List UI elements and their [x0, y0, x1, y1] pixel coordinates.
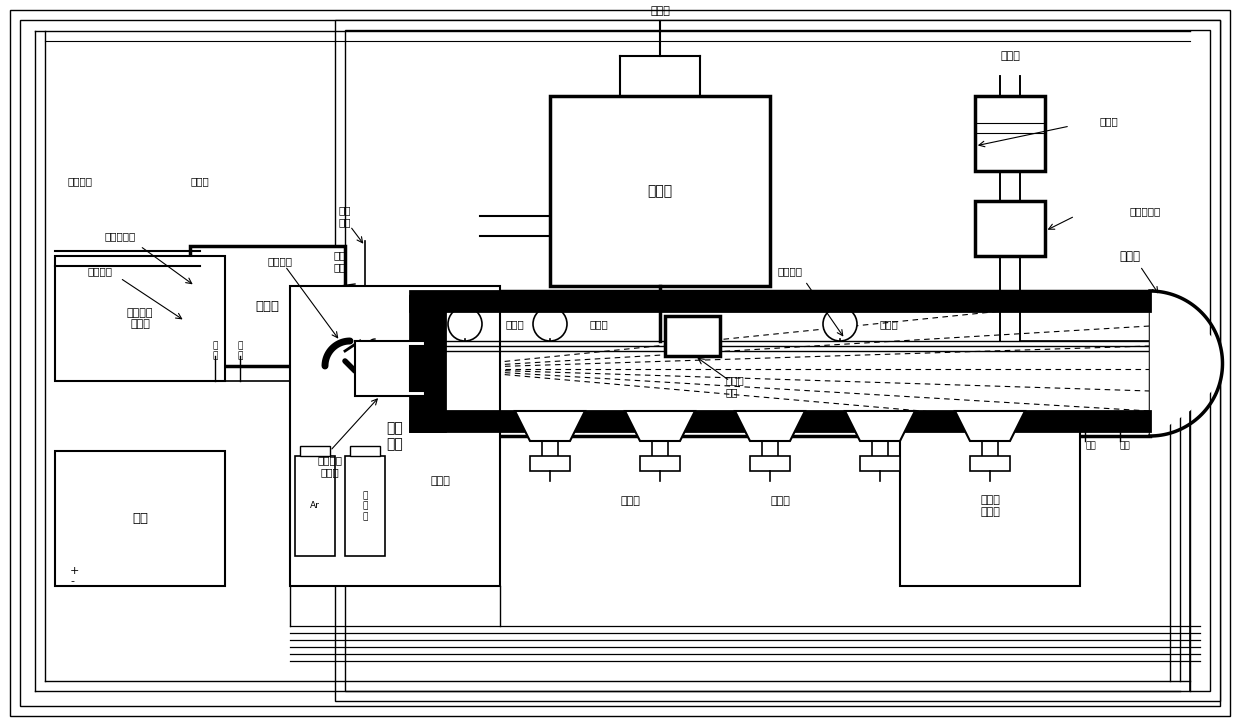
Bar — [410, 296, 445, 431]
Bar — [290, 286, 500, 586]
Text: 温度表: 温度表 — [590, 319, 609, 329]
Text: 负极电缆: 负极电缆 — [88, 266, 113, 276]
Text: 冷却水管: 冷却水管 — [777, 266, 802, 276]
Text: 排气闸板阀: 排气闸板阀 — [1130, 206, 1161, 216]
Text: 水电缆: 水电缆 — [191, 176, 210, 186]
Text: 电源: 电源 — [131, 512, 148, 525]
Text: 排气口: 排气口 — [1001, 51, 1021, 61]
Text: 抽气闸
板阀: 抽气闸 板阀 — [725, 375, 744, 397]
Circle shape — [448, 307, 482, 341]
Text: 正极电缆: 正极电缆 — [67, 176, 93, 186]
Text: 送粉
接头: 送粉 接头 — [339, 205, 351, 227]
Bar — [410, 291, 1149, 311]
Polygon shape — [735, 411, 805, 441]
Text: 制粉釜: 制粉釜 — [1120, 250, 1141, 263]
Text: 制粉釜
制冷机: 制粉釜 制冷机 — [980, 495, 999, 517]
Text: 抽气口: 抽气口 — [650, 6, 670, 16]
Bar — [410, 411, 1149, 431]
Polygon shape — [955, 411, 1025, 441]
Bar — [975, 201, 1045, 256]
Bar — [350, 446, 379, 456]
Text: 卸粉槽: 卸粉槽 — [620, 496, 640, 506]
Text: 出
水: 出 水 — [237, 341, 243, 361]
Bar — [345, 456, 384, 556]
Polygon shape — [515, 411, 585, 441]
Text: 次
级
气: 次 级 气 — [362, 491, 368, 521]
Bar — [900, 426, 1080, 586]
Text: 送粉软管: 送粉软管 — [268, 256, 293, 266]
Bar — [750, 456, 790, 471]
Text: 控制
总成: 控制 总成 — [387, 421, 403, 451]
Text: 工作
气体: 工作 气体 — [334, 250, 346, 272]
Text: 水电转接头: 水电转接头 — [104, 231, 135, 241]
Polygon shape — [844, 411, 915, 441]
Bar — [551, 96, 770, 286]
Text: +: + — [69, 566, 79, 576]
Text: 出水: 出水 — [1120, 441, 1131, 451]
Bar — [975, 96, 1045, 171]
Text: 卸粉阀: 卸粉阀 — [770, 496, 790, 506]
Bar — [55, 451, 224, 586]
Bar — [970, 456, 1011, 471]
Bar — [861, 456, 900, 471]
Text: 等离子炬
制冷机: 等离子炬 制冷机 — [126, 308, 154, 330]
Bar — [345, 30, 1210, 691]
Bar — [55, 256, 224, 381]
Bar — [295, 456, 335, 556]
Text: 正压表: 正压表 — [505, 319, 523, 329]
Bar — [430, 291, 1149, 436]
Text: 回水: 回水 — [1085, 441, 1096, 451]
Text: 超音速等
离子炬: 超音速等 离子炬 — [317, 455, 342, 477]
Bar — [190, 246, 345, 366]
Text: 盛粉盆: 盛粉盆 — [430, 476, 450, 486]
Bar — [355, 341, 425, 396]
Bar — [410, 346, 435, 391]
Text: 负压表: 负压表 — [880, 319, 899, 329]
Bar — [335, 20, 1220, 701]
Bar — [640, 456, 680, 471]
Text: Ar: Ar — [310, 502, 320, 510]
Polygon shape — [625, 411, 694, 441]
Bar — [529, 456, 570, 471]
Text: 回
水: 回 水 — [212, 341, 218, 361]
Bar — [665, 316, 720, 356]
Bar — [300, 446, 330, 456]
Text: 送粉器: 送粉器 — [255, 300, 279, 312]
Text: -: - — [69, 576, 74, 586]
Circle shape — [823, 307, 857, 341]
Circle shape — [533, 307, 567, 341]
Text: 真空泵: 真空泵 — [647, 184, 672, 198]
Text: 过滤器: 过滤器 — [1100, 116, 1118, 126]
